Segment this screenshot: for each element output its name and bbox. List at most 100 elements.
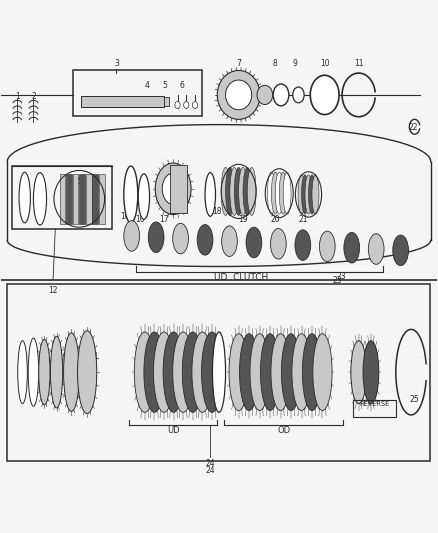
Ellipse shape <box>18 341 27 403</box>
Ellipse shape <box>351 341 367 403</box>
Bar <box>353 400 396 417</box>
Ellipse shape <box>234 167 243 215</box>
Text: 5: 5 <box>162 80 167 90</box>
Text: 17: 17 <box>159 215 169 224</box>
Ellipse shape <box>319 231 335 262</box>
Text: OD: OD <box>277 426 290 435</box>
Ellipse shape <box>50 336 63 408</box>
Text: 21: 21 <box>298 215 307 224</box>
Text: 23: 23 <box>332 276 342 285</box>
Ellipse shape <box>302 334 321 410</box>
Ellipse shape <box>138 174 150 220</box>
Ellipse shape <box>221 167 230 215</box>
Text: 18: 18 <box>212 207 222 216</box>
Ellipse shape <box>239 167 247 215</box>
Ellipse shape <box>201 332 223 413</box>
Text: 23: 23 <box>337 272 346 281</box>
Bar <box>60 174 65 224</box>
Ellipse shape <box>257 85 273 104</box>
Ellipse shape <box>305 175 312 214</box>
Ellipse shape <box>28 338 39 406</box>
Text: 12: 12 <box>48 286 58 295</box>
Ellipse shape <box>271 334 290 410</box>
Ellipse shape <box>173 332 194 413</box>
Text: 9: 9 <box>46 357 50 366</box>
Bar <box>81 96 164 107</box>
Text: 2: 2 <box>31 92 36 101</box>
Ellipse shape <box>271 229 286 259</box>
Text: 22: 22 <box>409 123 418 132</box>
Ellipse shape <box>144 332 165 413</box>
Text: REVERSE: REVERSE <box>360 400 390 407</box>
Ellipse shape <box>295 230 311 261</box>
Text: 3: 3 <box>114 59 119 68</box>
Ellipse shape <box>310 75 339 115</box>
Bar <box>7 284 430 461</box>
Ellipse shape <box>155 163 191 215</box>
Bar <box>164 97 169 106</box>
Ellipse shape <box>226 80 252 110</box>
Text: 8: 8 <box>272 59 277 68</box>
Ellipse shape <box>243 167 252 215</box>
Ellipse shape <box>312 175 319 214</box>
Text: 25: 25 <box>410 395 420 404</box>
Ellipse shape <box>246 227 262 258</box>
Ellipse shape <box>276 172 283 214</box>
Ellipse shape <box>368 234 384 264</box>
Ellipse shape <box>344 232 360 263</box>
Text: 1: 1 <box>15 92 20 101</box>
Ellipse shape <box>197 224 213 255</box>
Text: 16: 16 <box>120 212 130 221</box>
Ellipse shape <box>313 334 332 410</box>
Ellipse shape <box>182 332 203 413</box>
Text: 10: 10 <box>135 215 145 224</box>
Ellipse shape <box>217 70 260 119</box>
Ellipse shape <box>273 84 289 106</box>
Ellipse shape <box>175 101 180 108</box>
Ellipse shape <box>19 172 30 223</box>
Ellipse shape <box>279 172 287 214</box>
Ellipse shape <box>148 222 164 253</box>
Ellipse shape <box>247 167 256 215</box>
Ellipse shape <box>173 223 188 254</box>
Ellipse shape <box>33 173 46 225</box>
Ellipse shape <box>292 334 311 410</box>
Text: 4: 4 <box>145 80 149 90</box>
Text: 16: 16 <box>17 357 26 366</box>
Ellipse shape <box>363 341 379 403</box>
Ellipse shape <box>124 221 140 251</box>
Ellipse shape <box>250 334 269 410</box>
Text: 24: 24 <box>205 466 215 475</box>
Ellipse shape <box>230 167 239 215</box>
Bar <box>73 174 78 224</box>
Ellipse shape <box>301 175 308 214</box>
Ellipse shape <box>282 334 300 410</box>
Text: 8: 8 <box>32 352 37 361</box>
Text: 19: 19 <box>238 215 248 224</box>
Bar <box>12 166 112 229</box>
Text: 15: 15 <box>72 177 82 185</box>
Text: 10: 10 <box>320 59 329 68</box>
Text: 13: 13 <box>21 194 31 203</box>
Ellipse shape <box>212 332 226 413</box>
Ellipse shape <box>192 101 198 108</box>
Ellipse shape <box>163 332 184 413</box>
Ellipse shape <box>222 226 237 256</box>
Text: 9: 9 <box>293 59 298 68</box>
Text: 24: 24 <box>205 459 215 469</box>
Ellipse shape <box>308 175 315 214</box>
Ellipse shape <box>124 166 138 223</box>
Ellipse shape <box>162 173 184 205</box>
Ellipse shape <box>226 167 234 215</box>
Ellipse shape <box>134 332 155 413</box>
Ellipse shape <box>293 87 304 103</box>
Text: 11: 11 <box>354 59 364 68</box>
Ellipse shape <box>393 235 409 265</box>
Text: 21: 21 <box>90 352 99 361</box>
Text: 10: 10 <box>58 352 67 361</box>
Ellipse shape <box>229 334 248 410</box>
Bar <box>66 174 72 224</box>
Ellipse shape <box>268 172 276 214</box>
Bar <box>92 174 98 224</box>
Ellipse shape <box>283 172 291 214</box>
